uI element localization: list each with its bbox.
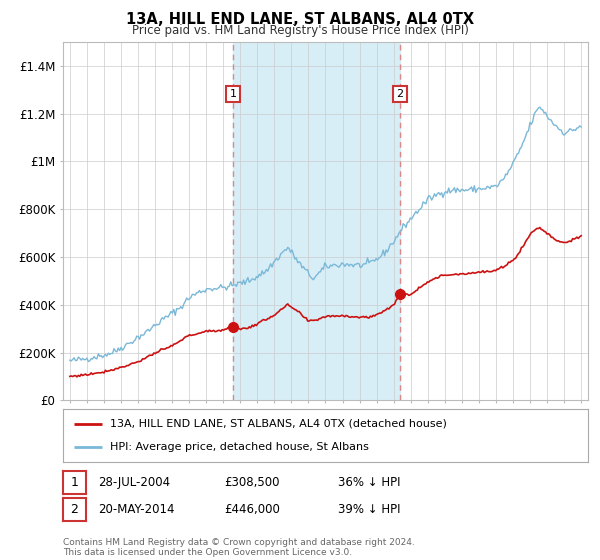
Text: Contains HM Land Registry data © Crown copyright and database right 2024.
This d: Contains HM Land Registry data © Crown c…: [63, 538, 415, 557]
Text: HPI: Average price, detached house, St Albans: HPI: Average price, detached house, St A…: [110, 442, 369, 452]
Bar: [233, 42, 400, 400]
Text: 28-JUL-2004: 28-JUL-2004: [98, 476, 170, 489]
Text: 2: 2: [397, 89, 404, 99]
Text: 36% ↓ HPI: 36% ↓ HPI: [338, 476, 400, 489]
Text: Price paid vs. HM Land Registry's House Price Index (HPI): Price paid vs. HM Land Registry's House …: [131, 24, 469, 37]
Text: 13A, HILL END LANE, ST ALBANS, AL4 0TX (detached house): 13A, HILL END LANE, ST ALBANS, AL4 0TX (…: [110, 419, 447, 429]
Text: 13A, HILL END LANE, ST ALBANS, AL4 0TX: 13A, HILL END LANE, ST ALBANS, AL4 0TX: [126, 12, 474, 27]
Text: £446,000: £446,000: [224, 503, 280, 516]
Text: 1: 1: [229, 89, 236, 99]
Text: 2: 2: [70, 503, 79, 516]
Text: 39% ↓ HPI: 39% ↓ HPI: [338, 503, 400, 516]
Text: 1: 1: [70, 476, 79, 489]
Text: 20-MAY-2014: 20-MAY-2014: [98, 503, 174, 516]
Text: £308,500: £308,500: [224, 476, 280, 489]
